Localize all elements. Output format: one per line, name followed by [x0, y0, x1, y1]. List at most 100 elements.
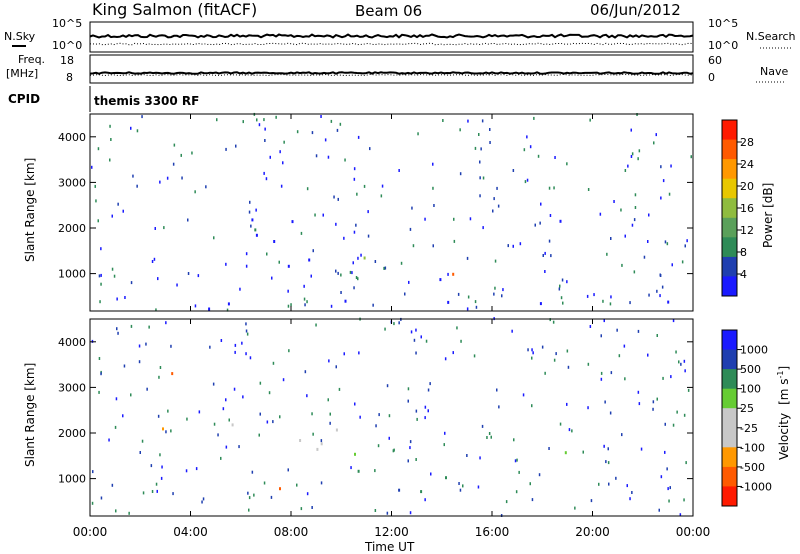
echo-cell [304, 303, 306, 307]
echo-cell [407, 399, 409, 403]
nsky-trace [89, 33, 694, 39]
echo-cell [432, 244, 434, 248]
echo-cell [409, 440, 412, 444]
echo-cell [155, 308, 157, 312]
echo-cell [482, 226, 484, 230]
echo-cell [187, 272, 190, 275]
echo-cell [664, 450, 666, 454]
nave-tick-top: 60 [708, 54, 722, 67]
echo-cell [427, 388, 430, 392]
echo-cell [544, 270, 546, 273]
echo-cell [110, 138, 112, 141]
echo-cell [165, 321, 167, 325]
echo-cell [475, 305, 478, 309]
echo-cell [264, 139, 266, 142]
echo-cell [467, 119, 469, 123]
echo-cell [337, 271, 339, 275]
echo-cell [320, 439, 323, 443]
echo-cell [123, 364, 126, 368]
echo-cell [554, 156, 556, 159]
echo-cell [253, 493, 255, 497]
echo-cell [567, 365, 570, 369]
y-tick-label: 1000 [58, 268, 86, 281]
echo-cell [474, 146, 477, 150]
nsky-tick-bottom: 10^0 [52, 39, 82, 52]
echo-cell [282, 378, 285, 382]
echo-cell [566, 162, 568, 166]
echo-cell [248, 496, 251, 500]
echo-cell [212, 382, 215, 386]
echo-cell [552, 320, 555, 324]
nsky-tick-top: 10^5 [52, 17, 82, 30]
echo-cell [458, 482, 460, 485]
echo-cell [130, 281, 133, 285]
echo-cell [225, 445, 228, 449]
echo-cell [340, 291, 342, 294]
echo-cell [251, 218, 254, 222]
echo-cell [315, 323, 317, 327]
echo-cell [393, 448, 395, 452]
echo-cell [249, 200, 251, 204]
echo-cell [316, 447, 319, 451]
echo-cell [586, 294, 589, 298]
nsearch-tick-top: 10^5 [708, 17, 738, 30]
echo-cell [269, 155, 271, 159]
echo-cell [667, 300, 670, 304]
echo-cell [336, 128, 339, 132]
echo-cell [566, 402, 568, 406]
echo-cell [357, 277, 359, 281]
echo-cell [629, 497, 631, 501]
echo-cell [478, 133, 480, 136]
echo-cell [532, 351, 534, 355]
colorbar-tick-label: 500 [740, 363, 761, 376]
echo-cell [117, 202, 119, 206]
echo-cell [424, 498, 426, 502]
colorbar-tick-label: 20 [740, 180, 754, 193]
echo-cell [359, 415, 361, 419]
echo-cell [681, 260, 684, 264]
velocity-colorbar-label-unit: [m s [777, 378, 791, 404]
echo-cell [322, 213, 324, 217]
colorbar-swatch [722, 217, 737, 238]
x-tick-label: 00:00 [676, 525, 711, 539]
echo-cell [523, 148, 526, 152]
echo-cell [660, 165, 662, 169]
echo-cell [607, 461, 610, 465]
echo-cell [415, 328, 417, 332]
freq-trace [89, 71, 694, 75]
nsky-label: N.Sky [4, 30, 36, 43]
echo-cell [247, 491, 249, 495]
colorbar-tick-label: 25 [740, 402, 754, 415]
echo-cell [631, 223, 634, 227]
echo-cell [263, 118, 265, 122]
freq-panel: Freq. [MHz] 18 8 60 0 Nave [6, 53, 788, 84]
echo-cell [122, 414, 124, 418]
echo-cell [311, 412, 313, 416]
echo-cell [473, 354, 476, 358]
echo-cell [460, 339, 462, 343]
power-ylabel: Slant Range [km] [23, 158, 37, 262]
echo-cell [255, 233, 258, 237]
echo-cell [138, 344, 141, 348]
echo-cell [139, 451, 141, 454]
echo-cell [180, 153, 182, 157]
echo-cell [678, 360, 680, 364]
echo-cell [598, 482, 600, 486]
colorbar-tick-label: -1000 [740, 480, 772, 493]
echo-cell [272, 361, 275, 365]
colorbar-swatch [722, 408, 737, 429]
echo-cell [667, 487, 669, 491]
echo-cell [608, 482, 610, 486]
echo-cell [357, 135, 360, 139]
nave-tick-bottom: 0 [708, 71, 715, 84]
colorbar-swatch [722, 237, 737, 258]
echo-cell [467, 295, 470, 299]
echo-cell [337, 197, 339, 201]
echo-cell [686, 239, 688, 243]
echo-cell [540, 202, 542, 206]
colorbar-tick-label: 28 [740, 136, 754, 149]
echo-cell [672, 319, 675, 323]
echo-cell [531, 498, 534, 502]
echo-cell [363, 256, 366, 260]
echo-cell [306, 300, 308, 304]
